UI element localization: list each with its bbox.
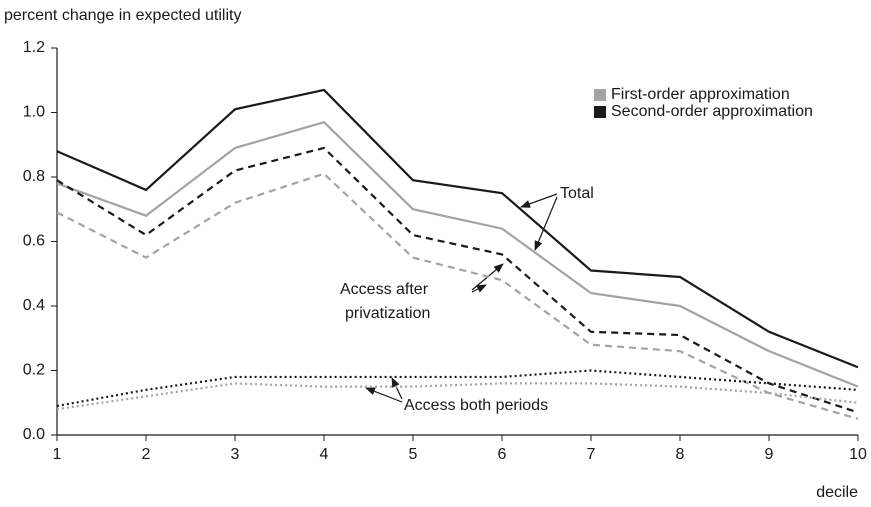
- x-tick-label: 2: [142, 446, 151, 463]
- y-tick-label: 0.2: [23, 362, 45, 379]
- y-tick-label: 1.2: [23, 39, 45, 56]
- y-tick-label: 0.8: [23, 168, 45, 185]
- annotation: privatization: [345, 305, 430, 322]
- line-series: [56, 369, 859, 408]
- x-tick-label: 1: [53, 446, 62, 463]
- arrow: [391, 377, 403, 400]
- x-tick-label: 10: [849, 446, 867, 463]
- x-tick-label: 6: [498, 446, 507, 463]
- legend-swatch: [594, 89, 606, 101]
- annotation: Total: [560, 185, 594, 202]
- line-series: [56, 120, 859, 388]
- y-tick-label: 0.0: [23, 426, 45, 443]
- arrow: [534, 196, 558, 251]
- x-tick-label: 9: [765, 446, 774, 463]
- arrow: [520, 193, 558, 208]
- y-tick-label: 0.4: [23, 297, 45, 314]
- legend-swatch: [594, 106, 606, 118]
- annotation: Access both periods: [404, 397, 548, 414]
- x-tick-label: 8: [676, 446, 685, 463]
- line-series: [56, 172, 859, 420]
- y-tick-label: 1.0: [23, 104, 45, 121]
- legend-label: First-order approximation: [611, 86, 790, 103]
- annotation: Access after: [340, 281, 429, 298]
- x-tick-label: 4: [320, 446, 329, 463]
- y-tick-label: 0.6: [23, 233, 45, 250]
- x-axis-label: decile: [816, 484, 858, 501]
- y-axis-label: percent change in expected utility: [4, 7, 241, 24]
- line-series: [56, 146, 859, 414]
- line-series: [56, 88, 859, 369]
- arrow: [365, 387, 403, 403]
- x-tick-label: 7: [587, 446, 596, 463]
- x-tick-label: 3: [231, 446, 240, 463]
- legend-label: Second-order approximation: [611, 103, 813, 120]
- x-tick-label: 5: [409, 446, 418, 463]
- arrow: [471, 284, 487, 293]
